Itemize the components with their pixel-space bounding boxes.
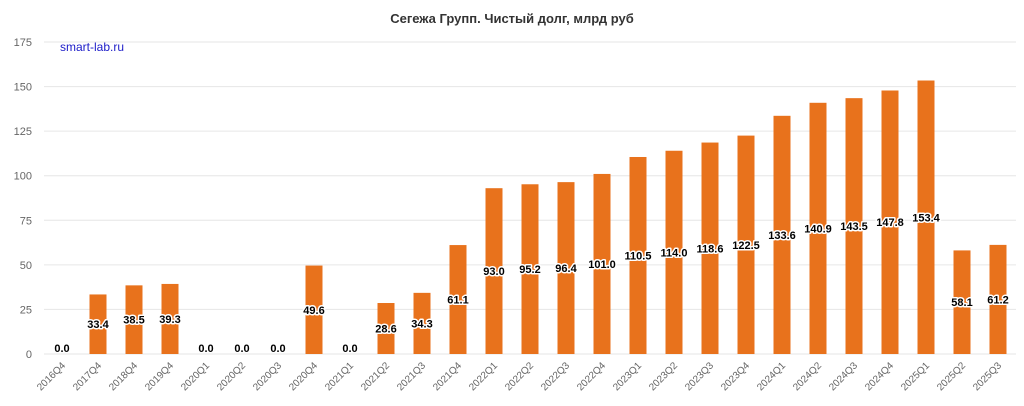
- bar-2024Q1[interactable]: [773, 115, 791, 354]
- x-tick-label: 2023Q4: [719, 360, 752, 393]
- data-label-2022Q4: 101.0: [588, 259, 616, 271]
- bar-2024Q4[interactable]: [881, 90, 899, 354]
- watermark-text[interactable]: smart-lab.ru: [60, 40, 124, 54]
- data-label-2024Q3: 143.5: [840, 221, 868, 233]
- y-tick-label: 100: [14, 171, 32, 183]
- bar-2024Q2[interactable]: [809, 102, 827, 354]
- x-tick-label: 2021Q4: [431, 360, 464, 393]
- data-label-2022Q1: 93.0: [483, 266, 504, 278]
- bar-2021Q3[interactable]: [413, 292, 431, 354]
- data-label-2021Q4: 61.1: [447, 295, 468, 307]
- x-tick-label: 2021Q1: [323, 360, 356, 393]
- data-label-2022Q3: 96.4: [555, 263, 577, 275]
- x-tick-label: 2021Q3: [395, 360, 428, 393]
- data-label-2025Q1: 153.4: [912, 212, 940, 224]
- x-tick-label: 2022Q2: [503, 360, 536, 393]
- x-tick-label: 2023Q2: [647, 360, 680, 393]
- bar-2022Q4[interactable]: [593, 173, 611, 354]
- bar-2021Q4[interactable]: [449, 245, 467, 354]
- bar-2023Q3[interactable]: [701, 142, 719, 354]
- y-tick-label: 75: [20, 215, 32, 227]
- x-tick-label: 2025Q1: [899, 360, 932, 393]
- bar-2018Q4[interactable]: [125, 285, 143, 354]
- bar-2017Q4[interactable]: [89, 294, 107, 354]
- bars: [89, 80, 1007, 355]
- bar-2023Q4[interactable]: [737, 135, 755, 354]
- chart-title: Сегежа Групп. Чистый долг, млрд руб: [390, 11, 634, 26]
- data-label-2021Q3: 34.3: [411, 318, 432, 330]
- y-tick-label: 25: [20, 304, 32, 316]
- x-tick-label: 2021Q2: [359, 360, 392, 393]
- data-label-2020Q1: 0.0: [198, 343, 213, 355]
- x-tick-label: 2022Q1: [467, 360, 500, 393]
- x-tick-label: 2025Q2: [935, 360, 968, 393]
- bar-2019Q4[interactable]: [161, 283, 179, 354]
- y-tick-label: 0: [26, 349, 32, 361]
- x-tick-label: 2017Q4: [71, 360, 104, 393]
- x-tick-label: 2023Q1: [611, 360, 644, 393]
- bar-2025Q1[interactable]: [917, 80, 935, 355]
- x-tick-label: 2019Q4: [143, 360, 176, 393]
- y-tick-label: 125: [14, 126, 32, 138]
- data-label-2024Q2: 140.9: [804, 223, 832, 235]
- data-label-2021Q1: 0.0: [342, 343, 357, 355]
- data-label-2020Q3: 0.0: [270, 343, 285, 355]
- x-tick-label: 2020Q3: [251, 360, 284, 393]
- bar-2025Q2[interactable]: [953, 250, 971, 354]
- bar-2020Q4[interactable]: [305, 265, 323, 354]
- x-tick-label: 2023Q3: [683, 360, 716, 393]
- data-label-2021Q2: 28.6: [375, 324, 396, 336]
- x-tick-label: 2018Q4: [107, 360, 140, 393]
- data-label-2020Q4: 49.6: [303, 305, 324, 317]
- x-tick-label: 2025Q3: [971, 360, 1004, 393]
- x-tick-label: 2022Q4: [575, 360, 608, 393]
- x-tick-label: 2016Q4: [35, 360, 68, 393]
- bar-2022Q2[interactable]: [521, 184, 539, 354]
- data-label-2023Q2: 114.0: [661, 247, 688, 259]
- data-label-2017Q4: 33.4: [87, 319, 109, 331]
- data-label-2025Q3: 61.2: [987, 294, 1008, 306]
- data-label-2019Q4: 39.3: [159, 314, 180, 326]
- data-label-2024Q4: 147.8: [876, 217, 904, 229]
- data-labels: 0.0 33.4 38.5 39.3 0.0 0.0 0.0 49.6 0.0 28.6 34.3 6…: [53, 211, 1010, 357]
- y-tick-label: 175: [14, 37, 32, 49]
- data-label-2023Q1: 110.5: [625, 250, 652, 262]
- data-label-2020Q2: 0.0: [234, 343, 249, 355]
- bar-2021Q2[interactable]: [377, 303, 395, 354]
- data-label-2018Q4: 38.5: [123, 315, 144, 327]
- bar-2023Q1[interactable]: [629, 156, 647, 354]
- data-label-2023Q4: 122.5: [732, 240, 760, 252]
- x-tick-label: 2024Q3: [827, 360, 860, 393]
- bar-2022Q1[interactable]: [485, 188, 503, 354]
- data-label-2025Q2: 58.1: [951, 297, 972, 309]
- data-label-2016Q4: 0.0: [54, 343, 69, 355]
- x-tick-label: 2024Q2: [791, 360, 824, 393]
- data-label-2023Q3: 118.6: [697, 243, 724, 255]
- x-tick-label: 2020Q2: [215, 360, 248, 393]
- x-axis-ticks: 2016Q4 2017Q4 2018Q4 2019Q4 2020Q1 2020Q2 2020…: [35, 360, 1004, 393]
- data-label-2024Q1: 133.6: [768, 230, 796, 242]
- x-tick-label: 2020Q1: [179, 360, 212, 393]
- data-label-2022Q2: 95.2: [519, 264, 540, 276]
- y-tick-label: 150: [14, 82, 32, 94]
- bar-2025Q3[interactable]: [989, 244, 1007, 354]
- y-tick-label: 50: [20, 260, 32, 272]
- bar-2024Q3[interactable]: [845, 98, 863, 354]
- x-tick-label: 2024Q1: [755, 360, 788, 393]
- x-tick-label: 2024Q4: [863, 360, 896, 393]
- bar-2022Q3[interactable]: [557, 182, 575, 354]
- x-tick-label: 2022Q3: [539, 360, 572, 393]
- y-axis-ticks: 0 25 50 75 100 125 150 175: [14, 37, 32, 361]
- x-tick-label: 2020Q4: [287, 360, 320, 393]
- bar-2023Q2[interactable]: [665, 150, 683, 354]
